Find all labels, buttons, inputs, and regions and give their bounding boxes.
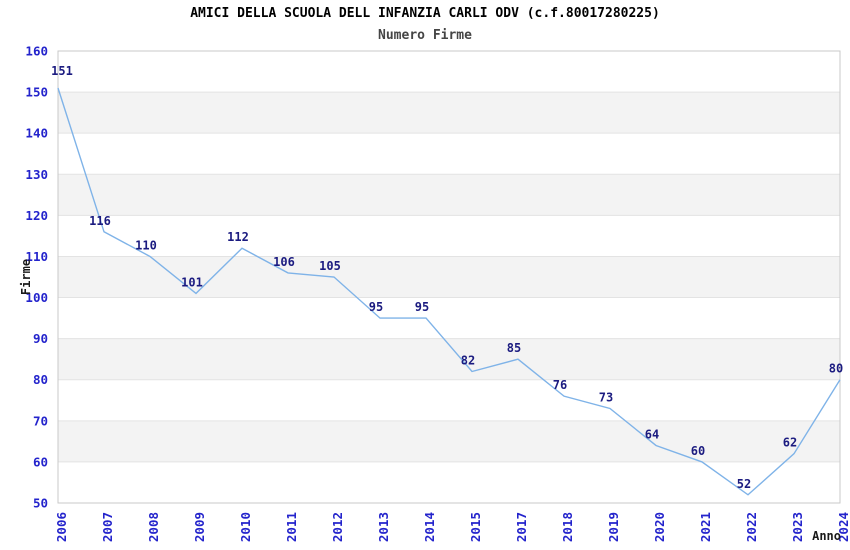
x-tick-label: 2019 (606, 512, 621, 542)
grid-band (58, 420, 840, 462)
grid-band (58, 379, 840, 421)
data-point-label: 110 (135, 238, 157, 252)
y-tick-label: 150 (25, 85, 48, 100)
y-tick-label: 50 (33, 496, 48, 511)
x-axis-label: Anno (812, 529, 841, 543)
y-tick-label: 60 (33, 454, 48, 469)
grid-band (58, 133, 840, 175)
data-point-label: 85 (507, 341, 521, 355)
grid-band (58, 215, 840, 257)
data-point-label: 95 (369, 300, 383, 314)
chart-subtitle: Numero Firme (378, 28, 472, 43)
data-point-label: 116 (89, 214, 111, 228)
x-tick-label: 2010 (238, 512, 253, 542)
y-axis-label: Firme (19, 259, 33, 295)
data-point-label: 105 (319, 259, 341, 273)
data-point-label: 64 (645, 427, 659, 441)
x-tick-label: 2021 (698, 512, 713, 542)
data-point-label: 101 (181, 275, 203, 289)
x-tick-label: 2023 (790, 512, 805, 542)
data-point-label: 80 (829, 362, 843, 376)
grid-band (58, 461, 840, 503)
data-point-label: 82 (461, 354, 475, 368)
x-tick-label: 2024 (836, 512, 850, 542)
x-tick-label: 2022 (744, 512, 759, 542)
x-tick-label: 2017 (514, 512, 529, 542)
x-tick-label: 2009 (192, 512, 207, 542)
y-tick-label: 90 (33, 331, 48, 346)
y-tick-label: 130 (25, 167, 48, 182)
chart-title: AMICI DELLA SCUOLA DELL INFANZIA CARLI O… (190, 6, 660, 21)
x-tick-label: 2014 (422, 512, 437, 542)
data-point-label: 62 (783, 436, 797, 450)
grid-band (58, 297, 840, 339)
data-point-label: 60 (691, 444, 705, 458)
y-tick-label: 140 (25, 126, 48, 141)
x-tick-label: 2008 (146, 512, 161, 542)
x-tick-label: 2011 (284, 512, 299, 542)
x-tick-label: 2006 (54, 512, 69, 542)
y-tick-label: 80 (33, 372, 48, 387)
data-point-label: 73 (599, 390, 613, 404)
x-tick-label: 2020 (652, 512, 667, 542)
data-point-label: 76 (553, 378, 567, 392)
x-tick-label: 2007 (100, 512, 115, 542)
data-point-label: 106 (273, 255, 295, 269)
y-tick-label: 160 (25, 44, 48, 59)
x-tick-label: 2018 (560, 512, 575, 542)
grid-band (58, 256, 840, 298)
x-tick-label: 2012 (330, 512, 345, 542)
data-point-label: 52 (737, 477, 751, 491)
x-tick-label: 2013 (376, 512, 391, 542)
x-tick-label: 2015 (468, 512, 483, 542)
y-tick-label: 110 (25, 249, 48, 264)
grid-band (58, 51, 840, 93)
data-line (57, 87, 841, 496)
grid-band (58, 92, 840, 134)
data-point-label: 95 (415, 300, 429, 314)
y-tick-label: 100 (25, 290, 48, 305)
data-point-label: 112 (227, 230, 249, 244)
y-tick-label: 120 (25, 208, 48, 223)
plot-border (57, 50, 841, 504)
data-point-label: 151 (51, 64, 73, 78)
grid-band (58, 174, 840, 216)
y-tick-label: 70 (33, 413, 48, 428)
